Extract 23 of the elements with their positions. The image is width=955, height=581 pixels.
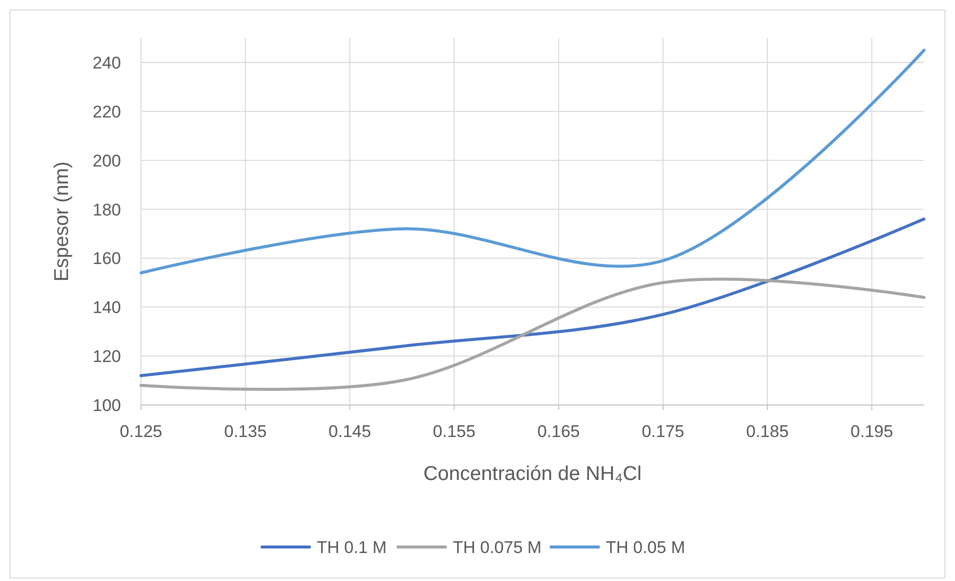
legend-label: TH 0.075 M	[452, 538, 542, 557]
x-tick-label: 0.185	[746, 422, 789, 441]
y-tick-label: 180	[92, 200, 121, 220]
legend-label: TH 0.1 M	[316, 538, 387, 557]
x-tick-label: 0.165	[537, 422, 580, 441]
y-tick-label: 140	[92, 298, 121, 318]
x-tick-label: 0.175	[642, 422, 684, 441]
y-tick-label: 200	[92, 151, 121, 170]
x-tick-label: 0.195	[850, 422, 894, 441]
y-tick-label: 240	[92, 53, 121, 72]
x-tick-label: 0.155	[432, 422, 476, 441]
line-series	[140, 218, 926, 378]
y-axis-title: Espesor (nm)	[51, 161, 73, 282]
legend-label: TH 0.05 M	[606, 538, 686, 557]
y-tick-label: 120	[92, 347, 121, 366]
x-tick-label: 0.145	[328, 422, 372, 441]
y-tick-label: 160	[92, 249, 121, 268]
y-tick-label: 220	[92, 102, 121, 122]
line-series	[140, 48, 926, 274]
x-tick-label: 0.125	[120, 422, 162, 441]
y-tick-label: 100	[92, 396, 121, 415]
x-tick-label: 0.135	[224, 422, 267, 441]
x-axis-title: Concentración de NH₄Cl	[423, 463, 642, 485]
